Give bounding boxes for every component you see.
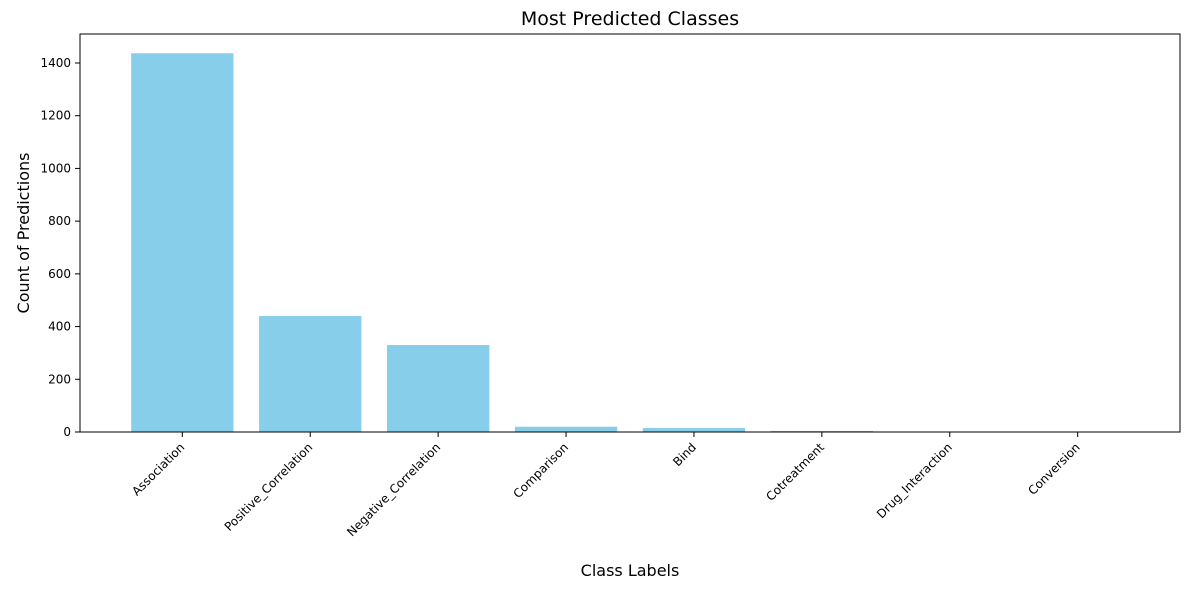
- bar-negative-correlation: [386, 345, 490, 432]
- x-tick-label: Positive_Correlation: [222, 440, 316, 534]
- x-axis: Association Positive_Correlation Negative_…: [129, 432, 1083, 539]
- x-axis-title: Class Labels: [581, 561, 680, 580]
- y-tick-label: 200: [48, 372, 71, 386]
- x-tick-label: Negative_Correlation: [344, 440, 443, 539]
- x-tick-label: Drug_Interaction: [874, 440, 955, 521]
- y-tick-label: 0: [63, 425, 71, 439]
- y-tick-label: 800: [48, 214, 71, 228]
- y-tick-label: 400: [48, 320, 71, 334]
- x-tick-label: Cotreatment: [763, 440, 827, 504]
- bar-positive-correlation: [259, 316, 362, 432]
- plot-frame: [79, 33, 1181, 433]
- y-tick-label: 1200: [40, 109, 71, 123]
- y-tick-label: 600: [48, 267, 71, 281]
- chart-title: Most Predicted Classes: [521, 8, 739, 30]
- y-axis-title: Count of Predictions: [14, 153, 33, 314]
- bar-comparison: [514, 426, 618, 432]
- bar-bind: [642, 428, 746, 432]
- bar-association: [131, 53, 234, 432]
- bars-group: [131, 53, 1129, 433]
- x-tick-label: Comparison: [510, 440, 571, 501]
- x-tick-label: Association: [129, 440, 187, 498]
- bar-cotreatment: [770, 430, 874, 432]
- y-tick-label: 1400: [40, 56, 71, 70]
- y-tick-label: 1000: [40, 161, 71, 175]
- x-tick-label: Conversion: [1025, 440, 1082, 497]
- x-tick-label: Bind: [670, 440, 699, 469]
- y-axis: 0 200 400 600 800 1000 1200 1400: [40, 56, 80, 439]
